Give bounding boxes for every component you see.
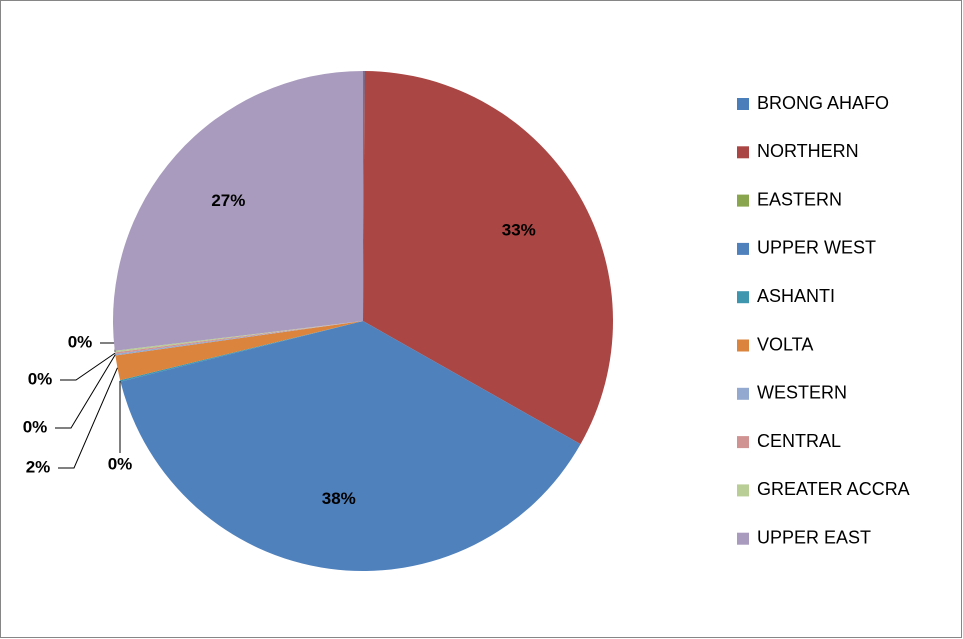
pie-slice [363, 71, 365, 321]
legend-label: CENTRAL [757, 431, 841, 451]
legend-label: VOLTA [757, 334, 813, 354]
legend-label: NORTHERN [757, 141, 859, 161]
data-label: 0% [28, 369, 53, 388]
legend-swatch [737, 242, 749, 255]
legend-label: GREATER ACCRA [757, 479, 910, 499]
pie-slice [113, 71, 363, 351]
legend-label: UPPER EAST [757, 527, 871, 547]
data-label: 2% [26, 457, 51, 476]
legend-swatch [737, 484, 749, 497]
legend-label: WESTERN [757, 383, 847, 403]
leader-line [58, 367, 118, 469]
legend-swatch [737, 146, 749, 159]
pie-slice [115, 321, 363, 381]
pie-slice [115, 321, 363, 356]
legend-swatch [737, 194, 749, 207]
pie-slice [114, 321, 364, 354]
data-label: 0% [68, 332, 93, 351]
legend-swatch [737, 98, 749, 110]
legend-swatch [737, 339, 749, 352]
legend-swatch [737, 387, 749, 400]
legend-swatch [737, 532, 749, 545]
pie-slice [120, 321, 581, 571]
legend-swatch [737, 436, 749, 449]
data-label: 27% [211, 191, 245, 210]
pie-slice [363, 71, 614, 445]
data-label: 38% [322, 489, 356, 508]
legend-label: EASTERN [757, 189, 842, 209]
legend-label: ASHANTI [757, 286, 835, 306]
leader-line [55, 354, 116, 429]
legend-label: UPPER WEST [757, 238, 876, 258]
pie-slice [120, 321, 363, 382]
pie-slice [114, 321, 363, 353]
legend-label: BRONG AHAFO [757, 93, 889, 113]
data-label: 33% [502, 220, 536, 239]
data-label: 0% [23, 417, 48, 436]
legend-swatch [737, 291, 749, 304]
leader-line [60, 352, 116, 381]
data-label: 0% [108, 454, 133, 473]
